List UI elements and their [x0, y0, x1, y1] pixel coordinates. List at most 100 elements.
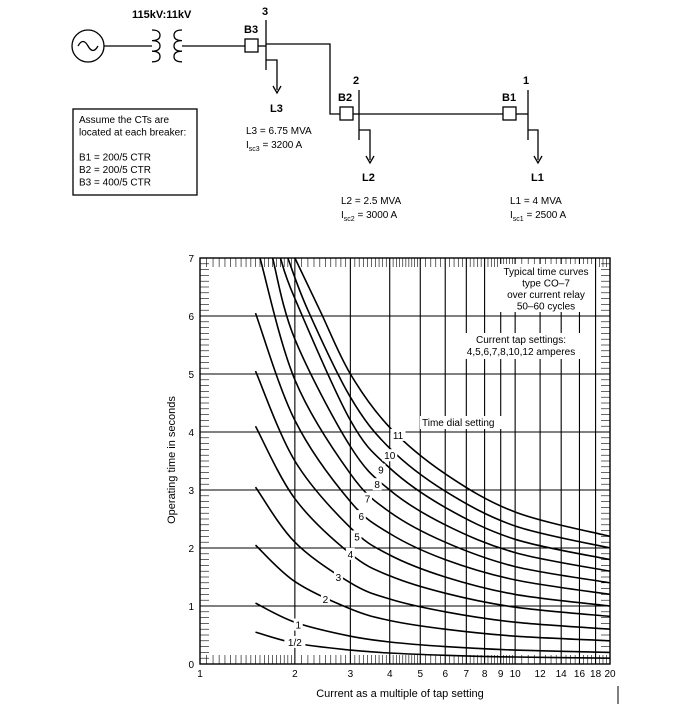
curve-dial-5 [254, 370, 611, 607]
load-l2-isc: Isc2 = 3000 A [341, 210, 398, 223]
load-l3-label: L3 [270, 103, 283, 115]
curve-label: 8 [374, 480, 380, 491]
x-tick-labels: 1 2 3 4 5 6 7 8 9 10 12 14 16 18 20 [197, 669, 616, 680]
curve-label: 5 [354, 532, 360, 543]
curve-dial-6 [254, 312, 611, 596]
breaker-b2-label: B2 [338, 92, 352, 104]
curve-label-bg [293, 618, 303, 631]
x-tick-label: 9 [498, 669, 504, 680]
chart-title-line: 50–60 cycles [517, 302, 575, 313]
curve-label: 3 [336, 573, 342, 584]
curve-dial-8 [271, 257, 611, 572]
chart-title-line: type CO–7 [522, 279, 570, 290]
curve-dial-3 [254, 486, 611, 630]
x-tick-label: 6 [442, 669, 448, 680]
load-l2-label: L2 [362, 172, 375, 184]
y-tick-label: 0 [188, 660, 194, 671]
line-bus3-bus2 [266, 43, 340, 115]
tap-settings-line: Current tap settings: [476, 335, 566, 346]
curve-label: 10 [384, 451, 396, 462]
load-l3-isc: Isc3 = 3200 A [246, 140, 303, 153]
curve-dial-11 [294, 257, 611, 538]
load-l3-rating: L3 = 6.75 MVA [246, 126, 312, 137]
bus-3-label: 3 [262, 6, 268, 18]
title-bg [499, 264, 595, 312]
chart-curves [254, 257, 611, 659]
y-tick-label: 2 [188, 544, 194, 555]
load-l3-feeder [266, 59, 278, 90]
breaker-b1 [502, 106, 517, 121]
ct-note-line: B1 = 200/5 CTR [79, 153, 151, 164]
curve-label: 9 [378, 466, 384, 477]
y-tick-label: 7 [188, 254, 194, 265]
breaker-b2 [339, 106, 354, 121]
curve-dial-4 [254, 425, 611, 618]
breaker-b3 [244, 38, 259, 53]
load-l2-feeder [359, 129, 371, 160]
ct-note-box [72, 108, 198, 196]
curve-label: 1/2 [288, 638, 302, 649]
ct-note-line: located at each breaker: [79, 128, 186, 139]
x-tick-label: 3 [348, 669, 354, 680]
x-tick-label: 2 [292, 669, 298, 680]
load-l2-arrow-icon [365, 155, 375, 165]
curve-dial-9 [279, 257, 611, 561]
x-tick-label: 7 [464, 669, 470, 680]
x-tick-label: 16 [574, 669, 586, 680]
tap-settings-bg [455, 333, 587, 359]
y-tick-label: 4 [188, 428, 194, 439]
y-tick-label: 5 [188, 370, 194, 381]
bus-2-label: 2 [353, 75, 359, 87]
curve-dial-10 [287, 257, 611, 549]
curve-label: 6 [359, 512, 365, 523]
load-l1-feeder [528, 129, 539, 160]
load-l3-arrow-icon [272, 85, 282, 95]
curve-label-bg [352, 530, 362, 543]
chart-title-line: over current relay [507, 290, 585, 301]
generator-sine-icon [77, 40, 99, 52]
ct-note-text: Assume the CTs are located at each breake… [79, 115, 186, 189]
breaker-b3-label: B3 [244, 24, 258, 36]
curve-label: 11 [393, 431, 404, 442]
x-axis-label: Current as a multiple of tap setting [316, 688, 484, 700]
curve-label-bg [333, 571, 343, 583]
x-tick-label: 12 [535, 669, 547, 680]
y-tick-label: 1 [188, 602, 194, 613]
curve-labels: 1/2 1 23 45 678 910 11 [284, 428, 406, 649]
time-dial-label: Time dial setting [422, 418, 494, 429]
load-l2-rating: L2 = 2.5 MVA [341, 196, 401, 207]
x-tick-label: 14 [556, 669, 568, 680]
curve-label-bg [372, 478, 382, 491]
curve-label-bg [284, 635, 306, 648]
ct-note-line: Assume the CTs are [79, 115, 169, 126]
curve-dial-7 [259, 257, 611, 584]
transformer-icon [151, 29, 183, 63]
ct-note-line: B2 = 200/5 CTR [79, 165, 151, 176]
x-tick-label: 5 [417, 669, 423, 680]
ct-note-line: B3 = 400/5 CTR [79, 178, 151, 189]
load-l1-rating: L1 = 4 MVA [510, 196, 562, 207]
x-tick-label: 4 [387, 669, 393, 680]
transformer-label: 115kV:11kV [132, 9, 192, 21]
curve-label: 2 [323, 595, 329, 606]
curve-label-bg [345, 547, 355, 560]
curve-label-bg [362, 492, 372, 505]
x-tick-label: 8 [482, 669, 488, 680]
curve-dial-2 [254, 544, 611, 642]
y-tick-label: 6 [188, 312, 194, 323]
y-tick-labels: 0 1 2 3 4 5 6 7 [188, 254, 194, 671]
load-l1-arrow-icon [533, 155, 543, 165]
x-tick-label: 18 [590, 669, 602, 680]
one-line-diagram: 115kV:11kV B3 3 L3 L3 = 6.75 MVA Isc3 = … [71, 6, 567, 223]
bus-1-label: 1 [523, 75, 529, 87]
dial-label-bg [420, 416, 502, 429]
breaker-b1-label: B1 [502, 92, 516, 104]
curve-label-bg [376, 463, 386, 476]
x-tick-label: 10 [510, 669, 522, 680]
curve-label-bg [320, 593, 330, 606]
x-tick-label: 1 [197, 669, 203, 680]
load-l1-isc: Isc1 = 2500 A [510, 210, 567, 223]
